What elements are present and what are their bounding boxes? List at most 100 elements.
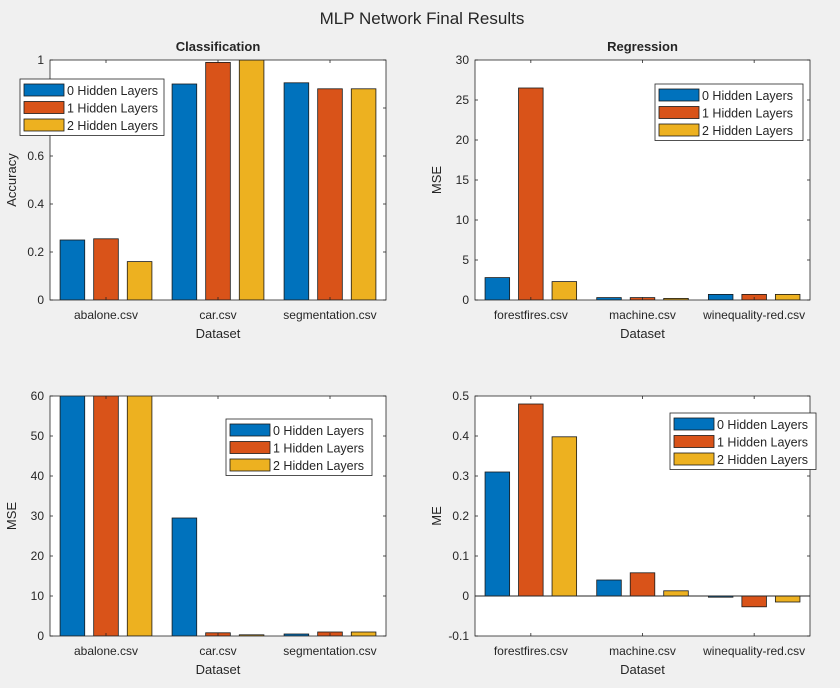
y-tick-label: 0.3	[452, 469, 469, 483]
y-tick-label: 0.2	[452, 509, 469, 523]
y-tick-label: 15	[456, 173, 470, 187]
bar	[551, 281, 578, 300]
bar	[59, 396, 86, 636]
legend-entry: 0 Hidden Layers	[67, 84, 158, 98]
y-tick-label: 0.2	[27, 245, 44, 259]
bar	[93, 238, 119, 300]
legend-entry: 2 Hidden Layers	[717, 453, 808, 467]
y-axis-label: ME	[429, 506, 444, 526]
y-tick-label: 30	[31, 509, 45, 523]
x-tick-label: car.csv	[199, 644, 236, 658]
y-tick-label: 0	[37, 629, 44, 643]
bar	[663, 590, 689, 597]
y-tick-label: 0	[37, 293, 44, 307]
bar	[596, 297, 622, 300]
bar	[171, 83, 198, 300]
legend-swatch	[658, 88, 700, 102]
x-tick-label: segmentation.csv	[283, 644, 376, 658]
bar	[59, 239, 86, 300]
x-tick-label: machine.csv	[609, 644, 676, 658]
y-tick-label: 30	[456, 53, 470, 67]
x-tick-label: winequality-red.csv	[702, 308, 805, 322]
y-tick-label: 0.5	[452, 389, 469, 403]
bar	[350, 631, 377, 636]
bars	[59, 396, 377, 636]
legend-entry: 0 Hidden Layers	[702, 89, 793, 103]
legend-swatch	[229, 423, 271, 437]
bar	[283, 633, 310, 636]
legend-swatch	[658, 123, 700, 137]
y-tick-label: 50	[31, 429, 45, 443]
legend-swatch	[673, 452, 715, 466]
legend-swatch	[229, 458, 271, 472]
bar	[350, 88, 377, 300]
legend-entry: 1 Hidden Layers	[717, 436, 808, 450]
bar	[205, 62, 231, 300]
x-axis-label: Dataset	[196, 326, 241, 341]
y-axis-label: MSE	[429, 166, 444, 195]
bar	[484, 471, 511, 597]
x-tick-label: car.csv	[199, 308, 236, 322]
x-tick-label: winequality-red.csv	[702, 644, 805, 658]
legend-swatch	[673, 435, 715, 448]
y-tick-label: 0	[462, 293, 469, 307]
bar	[126, 396, 153, 636]
legend-swatch	[23, 83, 65, 97]
y-tick-label: -0.1	[448, 629, 469, 643]
x-tick-label: forestfires.csv	[494, 644, 568, 658]
legend-entry: 2 Hidden Layers	[67, 119, 158, 133]
y-tick-label: 40	[31, 469, 45, 483]
legend-swatch	[23, 101, 65, 114]
bar	[238, 60, 265, 300]
y-tick-label: 0.6	[27, 149, 44, 163]
figure-title: MLP Network Final Results	[320, 9, 525, 28]
legend-swatch	[658, 106, 700, 119]
y-tick-label: 5	[462, 253, 469, 267]
y-axis-label: MSE	[4, 502, 19, 531]
bar	[518, 87, 544, 300]
y-tick-label: 1	[37, 53, 44, 67]
bars	[484, 403, 801, 608]
y-tick-label: 60	[31, 389, 45, 403]
y-tick-label: 0.4	[452, 429, 469, 443]
chart-panel-2: 0 5 10 15 20 25 30 forestfires.csv machine.csv wi…	[429, 39, 811, 341]
bar	[484, 277, 511, 300]
y-tick-label: 0.1	[452, 549, 469, 563]
x-tick-label: abalone.csv	[74, 644, 138, 658]
x-axis-label: Dataset	[196, 662, 241, 677]
y-tick-label: 10	[31, 589, 45, 603]
legend-swatch	[23, 118, 65, 132]
bar	[126, 261, 153, 300]
bar	[707, 293, 734, 300]
y-tick-label: 20	[456, 133, 470, 147]
x-tick-label: forestfires.csv	[494, 308, 568, 322]
legend-entry: 1 Hidden Layers	[67, 102, 158, 116]
bar	[741, 595, 767, 608]
bar	[596, 579, 622, 597]
bar	[774, 595, 801, 603]
y-tick-label: 10	[456, 213, 470, 227]
x-axis-label: Dataset	[620, 326, 665, 341]
legend-swatch	[229, 441, 271, 454]
y-tick-label: 25	[456, 93, 470, 107]
legend-entry: 1 Hidden Layers	[702, 107, 793, 121]
bar	[317, 88, 343, 300]
y-axis-label: Accuracy	[4, 153, 19, 207]
bar	[629, 572, 656, 597]
legend-entry: 1 Hidden Layers	[273, 442, 364, 456]
bar	[93, 396, 119, 636]
bar	[518, 403, 544, 597]
bar	[283, 82, 310, 300]
x-tick-label: machine.csv	[609, 308, 676, 322]
chart-panel-3: 0 10 20 30 40 50 60 abalone.csv car.csv segmentat…	[4, 389, 387, 677]
y-tick-label: 20	[31, 549, 45, 563]
y-tick-label: 0	[462, 589, 469, 603]
x-axis-label: Dataset	[620, 662, 665, 677]
chart-title: Regression	[607, 39, 678, 54]
x-tick-label: segmentation.csv	[283, 308, 376, 322]
legend-entry: 0 Hidden Layers	[717, 418, 808, 432]
bar	[551, 436, 578, 597]
legend-entry: 2 Hidden Layers	[273, 459, 364, 473]
chart-panel-4: -0.1 0 0.1 0.2 0.3 0.4 0.5 forestfires.csv machi…	[429, 389, 817, 677]
